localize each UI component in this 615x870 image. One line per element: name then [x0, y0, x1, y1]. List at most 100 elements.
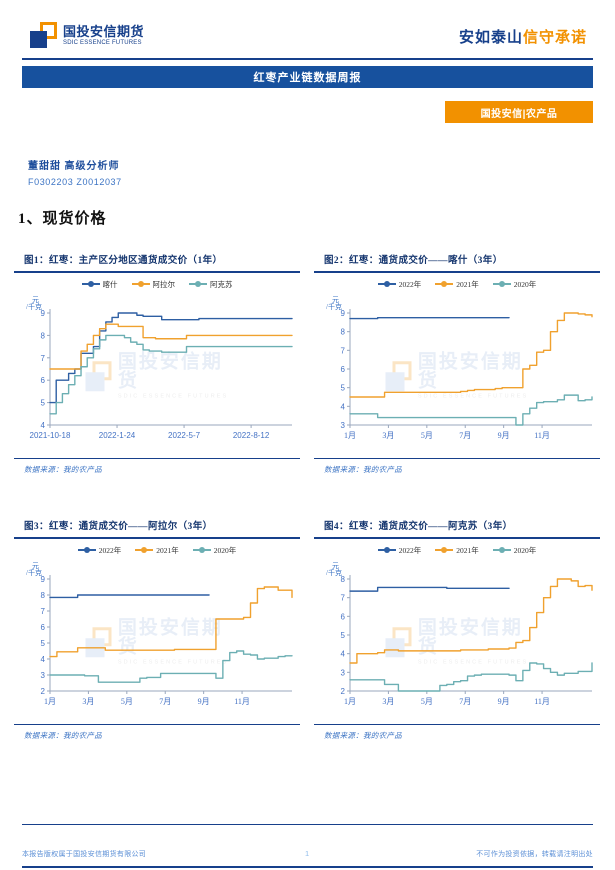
legend-swatch-icon: [435, 547, 454, 553]
report-title-band: 红枣产业链数据周报: [22, 66, 593, 88]
y-axis-unit-label: 元/千克: [26, 561, 42, 577]
company-slogan: 安如泰山信守承诺: [459, 26, 587, 47]
chart-cell-fig3: 图3：红枣：通货成交价——阿拉尔（3年） 2022年 2021年 2020年元/千克…: [14, 518, 300, 741]
legend-item[interactable]: 阿克苏: [189, 279, 233, 290]
page-header: 国投安信期货 SDIC ESSENCE FUTURES 安如泰山信守承诺: [0, 0, 615, 60]
chart-cell-fig4: 图4：红枣：通货成交价——阿克苏（3年） 2022年 2021年 2020年元/千克…: [314, 518, 600, 741]
svg-text:9: 9: [341, 309, 346, 318]
legend-item[interactable]: 2021年: [435, 545, 479, 556]
legend-label: 2022年: [398, 545, 422, 555]
svg-text:2022-5-7: 2022-5-7: [168, 431, 201, 440]
logo-company-name-en: SDIC ESSENCE FUTURES: [63, 39, 142, 46]
legend-item[interactable]: 2020年: [492, 545, 536, 556]
chart-legend: 2022年 2021年 2020年: [14, 545, 300, 556]
chart-legend: 2022年 2021年 2020年: [314, 545, 600, 556]
chart-cell-fig1: 图1：红枣：主产区分地区通货成交价（1年） 喀什 阿拉尔 阿克苏元/千克 国投安信期货…: [14, 252, 300, 475]
chart-title-fig2: 图2：红枣：通货成交价——喀什（3年）: [324, 256, 503, 266]
chart-rule-bottom: [314, 457, 600, 459]
legend-label: 2022年: [398, 279, 422, 289]
svg-text:9: 9: [41, 575, 46, 584]
chart-cell-fig2: 图2：红枣：通货成交价——喀什（3年） 2022年 2021年 2020年元/千克国…: [314, 252, 600, 475]
legend-label: 2021年: [456, 545, 479, 555]
legend-item[interactable]: 2022年: [377, 545, 422, 556]
svg-text:5: 5: [41, 398, 46, 407]
analyst-name: 董甜甜 高级分析师: [28, 161, 120, 172]
svg-text:7: 7: [341, 346, 346, 355]
svg-text:4: 4: [341, 402, 346, 411]
analyst-license: F0302203 Z0012037: [28, 177, 122, 187]
legend-label: 2020年: [513, 279, 537, 289]
chart-plot-fig1: 喀什 阿拉尔 阿克苏元/千克 国投安信期货 SDIC ESSENCE FUTURES 4 5…: [14, 273, 300, 458]
svg-text:8: 8: [41, 331, 46, 340]
svg-text:3月: 3月: [82, 697, 94, 706]
svg-text:7月: 7月: [459, 697, 471, 706]
chart-source-fig1: 数据来源：我的农产品: [24, 465, 102, 474]
svg-text:8: 8: [341, 327, 346, 336]
chart-plot-fig4: 2022年 2021年 2020年元/千克 国投安信期货 SDIC ESSENCE FU…: [314, 539, 600, 724]
footer-disclaimer: 不可作为投资依据，转载请注明出处: [476, 850, 593, 858]
legend-swatch-icon: [189, 281, 207, 287]
legend-swatch-icon: [77, 547, 96, 553]
chart-rule-bottom: [314, 723, 600, 725]
svg-text:5月: 5月: [121, 697, 133, 706]
legend-item[interactable]: 2021年: [135, 545, 179, 556]
legend-label: 2021年: [456, 279, 479, 289]
legend-item[interactable]: 2020年: [492, 279, 537, 290]
chart-legend: 喀什 阿拉尔 阿克苏: [14, 279, 300, 290]
legend-label: 喀什: [102, 279, 118, 289]
legend-swatch-icon: [492, 281, 511, 287]
slogan-part-orange: 信守承诺: [522, 29, 587, 46]
legend-item[interactable]: 喀什: [81, 279, 118, 290]
legend-swatch-icon: [377, 281, 396, 287]
footer-page-number: 1: [305, 849, 310, 858]
logo-company-name-cn: 国投安信期货: [63, 23, 145, 39]
legend-swatch-icon: [435, 281, 454, 287]
slogan-part-blue: 安如泰山: [458, 29, 523, 46]
svg-text:7: 7: [341, 593, 346, 602]
legend-swatch-icon: [135, 547, 154, 553]
chart-title-fig1: 图1：红枣：主产区分地区通货成交价（1年）: [24, 256, 223, 266]
svg-text:1月: 1月: [44, 697, 56, 706]
chart-source-fig4: 数据来源：我的农产品: [324, 731, 402, 740]
svg-text:9月: 9月: [498, 697, 510, 706]
svg-text:9月: 9月: [198, 697, 210, 706]
svg-text:9: 9: [41, 309, 46, 318]
legend-item[interactable]: 2022年: [77, 545, 121, 556]
legend-item[interactable]: 2021年: [435, 279, 479, 290]
chart-rule-bottom: [14, 457, 300, 459]
legend-label: 2020年: [213, 545, 237, 555]
legend-swatch-icon: [492, 547, 511, 553]
svg-text:7月: 7月: [159, 697, 171, 706]
svg-text:2021-10-18: 2021-10-18: [30, 431, 71, 440]
chart-source-fig3: 数据来源：我的农产品: [24, 731, 102, 740]
svg-text:2022-8-12: 2022-8-12: [233, 431, 270, 440]
footer-divider-top: [22, 824, 593, 825]
legend-item[interactable]: 2020年: [192, 545, 237, 556]
footer-divider-bottom: [22, 866, 593, 868]
svg-text:11月: 11月: [534, 697, 550, 706]
svg-text:3: 3: [341, 668, 346, 677]
svg-text:4: 4: [341, 649, 346, 658]
svg-text:6: 6: [341, 365, 346, 374]
category-badge-label: 国投安信|农产品: [480, 108, 558, 120]
chart-title-fig4: 图4：红枣：通货成交价——阿克苏（3年）: [324, 522, 513, 532]
report-title: 红枣产业链数据周报: [253, 72, 362, 84]
svg-text:5月: 5月: [421, 697, 433, 706]
legend-item[interactable]: 2022年: [377, 279, 422, 290]
chart-rule-bottom: [14, 723, 300, 725]
svg-text:5: 5: [41, 639, 46, 648]
y-axis-unit-label: 元/千克: [326, 561, 342, 577]
svg-text:2: 2: [341, 687, 346, 696]
svg-text:4: 4: [41, 421, 46, 430]
svg-text:1月: 1月: [344, 431, 356, 440]
svg-text:5: 5: [341, 383, 346, 392]
chart-rule-top: [314, 271, 600, 273]
svg-text:7: 7: [41, 607, 46, 616]
svg-text:9月: 9月: [498, 431, 510, 440]
svg-text:5月: 5月: [421, 431, 433, 440]
legend-item[interactable]: 阿拉尔: [131, 279, 175, 290]
chart-title-fig3: 图3：红枣：通货成交价——阿拉尔（3年）: [24, 522, 213, 532]
svg-text:1月: 1月: [344, 697, 356, 706]
legend-swatch-icon: [81, 281, 100, 287]
